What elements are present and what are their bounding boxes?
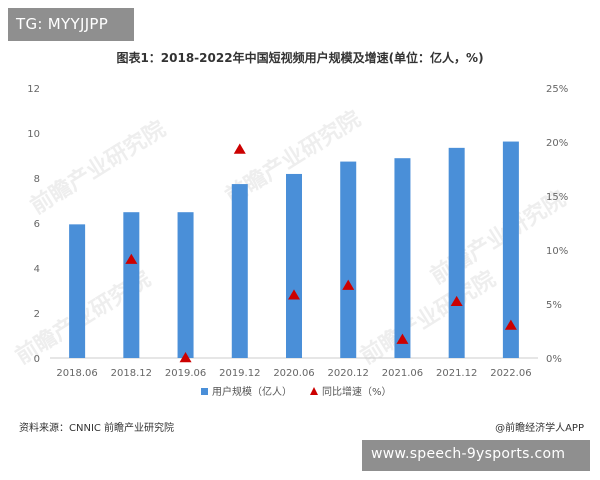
growth-marker: [288, 289, 300, 300]
y-left-tick-label: 6: [34, 219, 40, 230]
source-note: 资料来源：CNNIC 前瞻产业研究院: [19, 423, 175, 434]
bar: [502, 141, 519, 358]
y-right-tick-label: 15%: [546, 192, 568, 203]
bar: [69, 224, 86, 358]
growth-marker: [179, 352, 192, 363]
growth-marker: [504, 319, 517, 330]
chart-plot: 0 2 4 6 8 10 12 0% 5% 10% 15% 20% 25% 2018.06 2018.12 2…: [27, 84, 568, 398]
x-tick-label: 2018.12: [111, 368, 152, 379]
y-right-tick-label: 25%: [546, 84, 568, 95]
x-tick-label: 2020.06: [273, 368, 314, 379]
x-tick-label: 2021.12: [436, 368, 477, 379]
bar: [231, 184, 248, 358]
growth-marker: [396, 333, 409, 344]
chart-title: 图表1：2018-2022年中国短视频用户规模及增速(单位：亿人，%): [116, 51, 484, 65]
legend-bar-swatch: [201, 388, 208, 395]
url-badge: www.speech-9ysports.com: [362, 440, 590, 471]
growth-marker: [233, 143, 246, 154]
x-tick-label: 2022.06: [490, 368, 531, 379]
y-left-tick-label: 12: [27, 84, 40, 95]
growth-marker: [342, 279, 355, 290]
legend-marker-swatch: [310, 387, 318, 395]
y-left-tick-label: 10: [27, 129, 40, 140]
bar: [177, 212, 194, 358]
x-tick-label: 2018.06: [56, 368, 97, 379]
y-left-tick-label: 0: [34, 354, 40, 365]
bar: [448, 147, 465, 358]
y-right-tick-label: 0%: [546, 354, 562, 365]
x-tick-label: 2019.12: [219, 368, 260, 379]
bar: [123, 212, 140, 358]
y-left-tick-label: 2: [34, 309, 40, 320]
bar: [286, 173, 302, 358]
y-right-tick-label: 10%: [546, 246, 568, 257]
x-tick-label: 2020.12: [328, 368, 369, 379]
tg-badge: TG: MYYJJPP: [8, 8, 134, 41]
x-tick-label: 2019.06: [165, 368, 206, 379]
y-right-tick-label: 20%: [546, 138, 568, 149]
growth-marker: [450, 295, 463, 307]
y-left-tick-label: 4: [34, 264, 40, 275]
y-right-tick-label: 5%: [546, 300, 562, 311]
growth-marker: [125, 253, 138, 264]
bar: [340, 161, 357, 358]
brand-note: @前瞻经济学人APP: [495, 423, 584, 434]
legend-bar-label: 用户规模（亿人）: [212, 385, 292, 398]
bar: [394, 158, 411, 358]
x-tick-label: 2021.06: [382, 368, 423, 379]
y-left-tick-label: 8: [34, 174, 40, 185]
legend-marker-label: 同比增速（%）: [322, 385, 392, 398]
